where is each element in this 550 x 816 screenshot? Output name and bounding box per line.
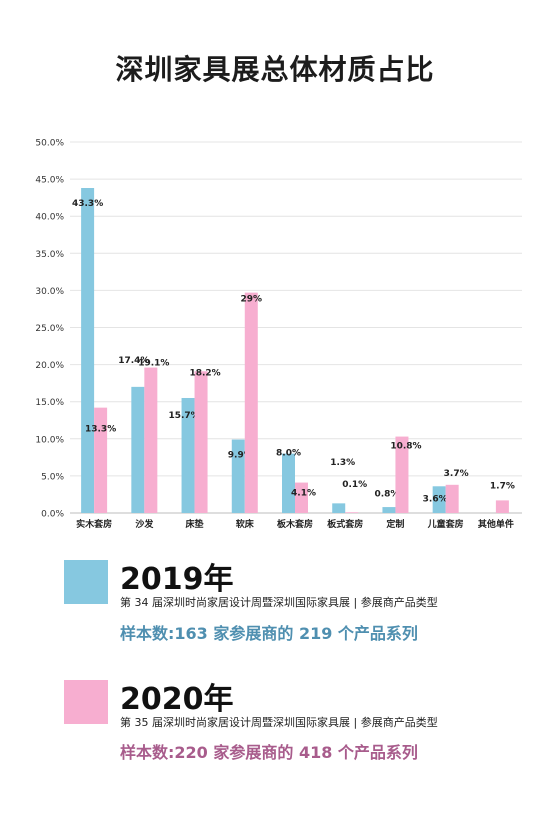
data-label: 43.3% xyxy=(72,199,103,209)
bar xyxy=(445,484,459,513)
y-tick-label: 15.0% xyxy=(35,398,64,408)
data-label: 18.2% xyxy=(189,368,220,378)
data-label: 13.3% xyxy=(85,424,116,434)
bar xyxy=(282,453,295,513)
legend-sample-2019: 样本数:163 家参展商的 219 个产品系列 xyxy=(120,624,418,643)
data-label: 9.9% xyxy=(228,451,253,461)
data-label: 17.4% xyxy=(118,356,149,366)
chart-title: 深圳家具展总体材质占比 xyxy=(115,53,435,86)
data-label: 0.8% xyxy=(374,490,399,500)
legend-sample-2020: 样本数:220 家参展商的 418 个产品系列 xyxy=(120,743,418,762)
y-tick-label: 0.0% xyxy=(41,510,64,520)
bar xyxy=(94,407,108,513)
x-category-label: 软床 xyxy=(236,518,255,530)
y-tick-label: 50.0% xyxy=(35,139,64,149)
bar xyxy=(495,500,509,513)
bar xyxy=(181,397,195,513)
data-label: 1.3% xyxy=(330,458,355,468)
y-tick-label: 30.0% xyxy=(35,287,64,297)
data-label: 19.1% xyxy=(138,359,169,369)
data-label: 10.8% xyxy=(390,442,421,452)
data-label: 29% xyxy=(241,295,263,305)
x-category-label: 儿童套房 xyxy=(427,518,464,530)
bar xyxy=(231,439,245,513)
bar xyxy=(131,386,145,513)
y-tick-label: 20.0% xyxy=(35,361,64,371)
data-label: 15.7% xyxy=(168,411,199,421)
legend-swatch-2020 xyxy=(64,680,108,724)
y-tick-label: 5.0% xyxy=(41,472,64,482)
y-tick-label: 25.0% xyxy=(35,324,64,334)
legend-source-2019: 第 34 届深圳时尚家居设计周暨深圳国际家具展 | 参展商产品类型 xyxy=(120,596,438,609)
y-tick-label: 40.0% xyxy=(35,213,64,223)
data-label: 3.7% xyxy=(444,469,469,479)
x-category-label: 床垫 xyxy=(186,518,204,530)
bar xyxy=(295,482,308,513)
bar-chart: 0.0% 5.0% 10.0% 15.0% 20.0% 25.0% 30.0% 35.0% 40… xyxy=(35,139,522,530)
x-category-label: 实木套房 xyxy=(76,518,112,530)
bar xyxy=(395,436,409,513)
x-category-label: 板木套房 xyxy=(277,518,313,530)
bar xyxy=(194,371,208,513)
legend-source-2020: 第 35 届深圳时尚家居设计周暨深圳国际家具展 | 参展商产品类型 xyxy=(120,716,438,729)
x-category-label: 板式套房 xyxy=(327,518,363,530)
y-tick-label: 10.0% xyxy=(35,435,64,445)
x-category-label: 其他单件 xyxy=(478,518,514,530)
bar xyxy=(432,486,446,513)
bar xyxy=(244,292,258,513)
bar xyxy=(345,512,359,513)
bar xyxy=(332,503,346,513)
bar xyxy=(144,367,158,513)
legend-year-2019: 2019年 xyxy=(120,562,234,597)
bar xyxy=(81,188,95,513)
data-label: 3.6% xyxy=(423,494,448,504)
legend-year-2020: 2020年 xyxy=(120,682,234,717)
y-tick-label: 45.0% xyxy=(35,176,64,186)
x-category-label: 定制 xyxy=(385,518,404,530)
data-label: 1.7% xyxy=(490,481,515,491)
bar xyxy=(382,507,396,513)
data-label: 0.1% xyxy=(342,480,367,490)
data-label: 4.1% xyxy=(291,489,316,499)
legend-swatch-2019 xyxy=(64,560,108,604)
x-category-label: 沙发 xyxy=(135,518,154,530)
data-label: 8.0% xyxy=(276,449,301,459)
y-tick-label: 35.0% xyxy=(35,250,64,260)
